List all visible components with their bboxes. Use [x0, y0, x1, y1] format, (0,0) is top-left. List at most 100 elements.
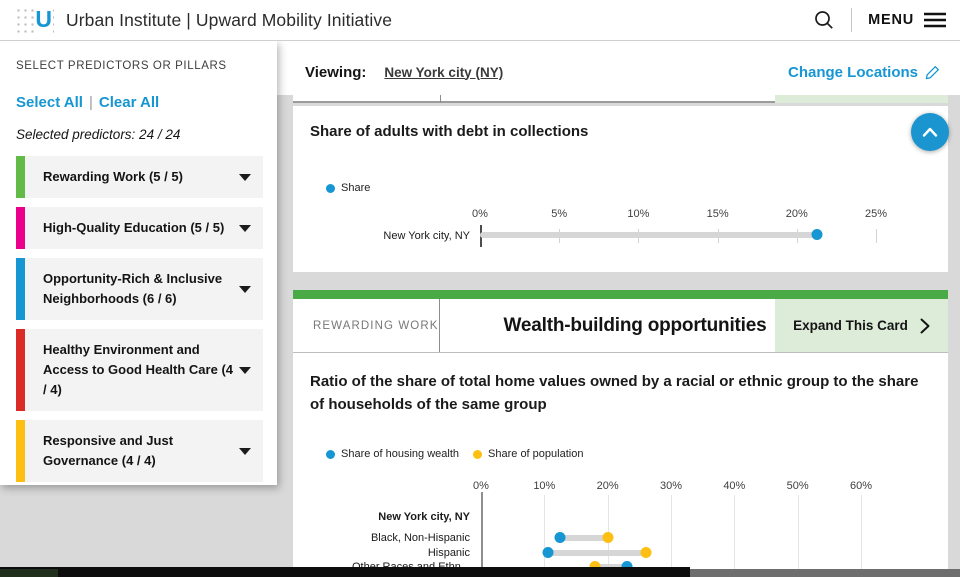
- change-locations-label: Change Locations: [787, 63, 918, 81]
- data-point-debt-share[interactable]: [811, 229, 823, 240]
- pillar-accordion-item-2[interactable]: High-Quality Education (5 / 5): [16, 207, 263, 249]
- chevron-down-icon[interactable]: [239, 224, 251, 232]
- viewing-label: Viewing:: [305, 63, 367, 81]
- hamburger-icon: [924, 12, 946, 28]
- axis-tick-label: 40%: [723, 480, 746, 492]
- legend-item-population: Share of population: [473, 448, 583, 460]
- axis-tick-label: 10%: [533, 480, 556, 492]
- legend-item-housing-wealth: Share of housing wealth: [326, 448, 459, 460]
- data-point-population[interactable]: [602, 532, 614, 543]
- axis-tick-label: 20%: [596, 480, 619, 492]
- chevron-down-icon[interactable]: [239, 173, 251, 181]
- data-point-population[interactable]: [589, 561, 601, 572]
- pillar-label: Opportunity-Rich & Inclusive Neighborhoo…: [43, 271, 223, 306]
- site-header: U Urban Institute | Upward Mobility Init…: [0, 0, 960, 41]
- change-locations-button[interactable]: Change Locations: [788, 64, 940, 81]
- expand-card-button[interactable]: Expand This Card: [775, 299, 948, 352]
- plot-area-debt: [480, 228, 876, 242]
- clear-all-link[interactable]: Clear All: [98, 94, 160, 111]
- link-separator: |: [88, 94, 93, 111]
- chart-row-1: New York city, NY: [293, 510, 948, 523]
- cards-scroll-area[interactable]: Share of adults with debt in collections…: [277, 95, 960, 577]
- pillar-color-bar: [16, 420, 25, 482]
- legend-dot-share: [326, 183, 335, 193]
- x-axis-housing: 0% 10% 20% 30% 40% 50% 60%: [473, 480, 872, 494]
- pillar-accordion-list: Rewarding Work (5 / 5) High-Quality Educa…: [16, 156, 263, 482]
- pencil-icon: [925, 65, 939, 79]
- pillar-accordion-item-4[interactable]: Healthy Environment and Access to Good H…: [16, 329, 263, 411]
- dumbbell-track: [595, 563, 627, 570]
- chevron-up-icon: [922, 127, 938, 137]
- axis-gridline: [876, 229, 877, 243]
- pillar-label: Healthy Environment and Access to Good H…: [43, 342, 233, 397]
- pillar-color-bar: [16, 258, 25, 320]
- chevron-right-icon: [920, 318, 930, 333]
- scroll-to-top-button[interactable]: [911, 113, 949, 151]
- predictor-sidebar: SELECT PREDICTORS OR PILLARS Select All |…: [0, 41, 277, 485]
- chart-title-housing-wealth: Ratio of the share of total home values …: [310, 373, 919, 413]
- axis-tick-label: 5%: [551, 208, 568, 220]
- axis-tick-label: 30%: [659, 480, 683, 492]
- chevron-down-icon[interactable]: [239, 366, 251, 374]
- pillar-accordion-item-1[interactable]: Rewarding Work (5 / 5): [16, 156, 263, 198]
- chart-legend-debt: Share: [326, 182, 370, 194]
- footer-strip-dark: [0, 567, 690, 577]
- legend-label-share: Share: [341, 182, 371, 194]
- wealth-building-card: REWARDING WORK Wealth-building opportuni…: [293, 290, 948, 577]
- axis-tick-label: 25%: [864, 208, 888, 220]
- card-header: REWARDING WORK Wealth-building opportuni…: [293, 299, 948, 353]
- data-point-population[interactable]: [640, 547, 652, 558]
- logo-letter: U: [34, 5, 53, 33]
- card-title-label: Wealth-building opportunities: [503, 314, 767, 336]
- chart-title-debt: Share of adults with debt in collections: [310, 123, 589, 140]
- debt-collections-card: Share of adults with debt in collections…: [293, 106, 948, 272]
- search-button[interactable]: [813, 9, 835, 31]
- chevron-down-icon[interactable]: [239, 447, 251, 455]
- axis-tick-label: 0%: [473, 480, 489, 492]
- previous-card-expand-edge: [775, 95, 948, 103]
- card-category-cell: REWARDING WORK: [293, 299, 440, 352]
- legend-item-share: Share: [326, 182, 370, 194]
- axis-tick-label: 50%: [786, 480, 809, 492]
- urban-institute-logo[interactable]: U: [14, 5, 54, 35]
- chevron-down-icon[interactable]: [239, 285, 251, 293]
- axis-gridline: [481, 492, 483, 577]
- axis-tick-label: 0%: [472, 208, 488, 220]
- expand-card-label: Expand This Card: [793, 318, 908, 333]
- pillar-label: Rewarding Work (5 / 5): [43, 169, 183, 184]
- bar-track-debt: [480, 232, 818, 238]
- data-point-housing-wealth[interactable]: [542, 547, 553, 558]
- site-title: Urban Institute | Upward Mobility Initia…: [66, 9, 393, 30]
- legend-dot-population: [473, 449, 483, 459]
- legend-label-housing-wealth: Share of housing wealth: [341, 448, 460, 460]
- pillar-color-bar: [16, 207, 25, 249]
- previous-card-bottom-edge: [293, 95, 948, 103]
- card-title-cell: Wealth-building opportunities: [440, 299, 775, 352]
- selected-predictors-summary: Selected predictors: 24 / 24: [16, 127, 181, 142]
- pillar-accordion-item-3[interactable]: Opportunity-Rich & Inclusive Neighborhoo…: [16, 258, 263, 320]
- footer-image-fragment: [0, 569, 58, 577]
- chart-row-2: Black, Non-Hispanic: [293, 531, 948, 544]
- legend-dot-housing-wealth: [326, 449, 335, 459]
- row-label: New York city, NY: [378, 511, 470, 523]
- menu-button[interactable]: MENU: [868, 12, 946, 28]
- data-point-housing-wealth[interactable]: [621, 561, 633, 572]
- legend-label-population: Share of population: [488, 448, 584, 460]
- chart-rows-housing: New York city, NY Black, Non-Hispanic Hisp…: [293, 510, 948, 573]
- x-axis-debt: 0% 5% 10% 15% 20% 25%: [472, 208, 887, 222]
- pillar-color-bar: [16, 156, 25, 198]
- header-actions: MENU: [813, 8, 946, 32]
- data-point-housing-wealth[interactable]: [554, 532, 566, 543]
- sidebar-heading: SELECT PREDICTORS OR PILLARS: [16, 60, 227, 72]
- axis-gridline: [861, 495, 862, 577]
- chart-legend-housing: Share of housing wealth Share of populat…: [326, 448, 583, 460]
- viewing-bar: Viewing: New York city (NY) Change Locat…: [277, 41, 960, 95]
- viewing-location-link[interactable]: New York city (NY): [384, 64, 504, 80]
- select-all-link[interactable]: Select All: [16, 94, 83, 111]
- dumbbell-track: [547, 549, 646, 556]
- axis-tick-label: 15%: [706, 208, 729, 220]
- chart-row-3: Hispanic: [293, 546, 948, 559]
- pillar-accordion-item-5[interactable]: Responsive and Just Governance (4 / 4): [16, 420, 263, 482]
- axis-gridline: [544, 495, 546, 577]
